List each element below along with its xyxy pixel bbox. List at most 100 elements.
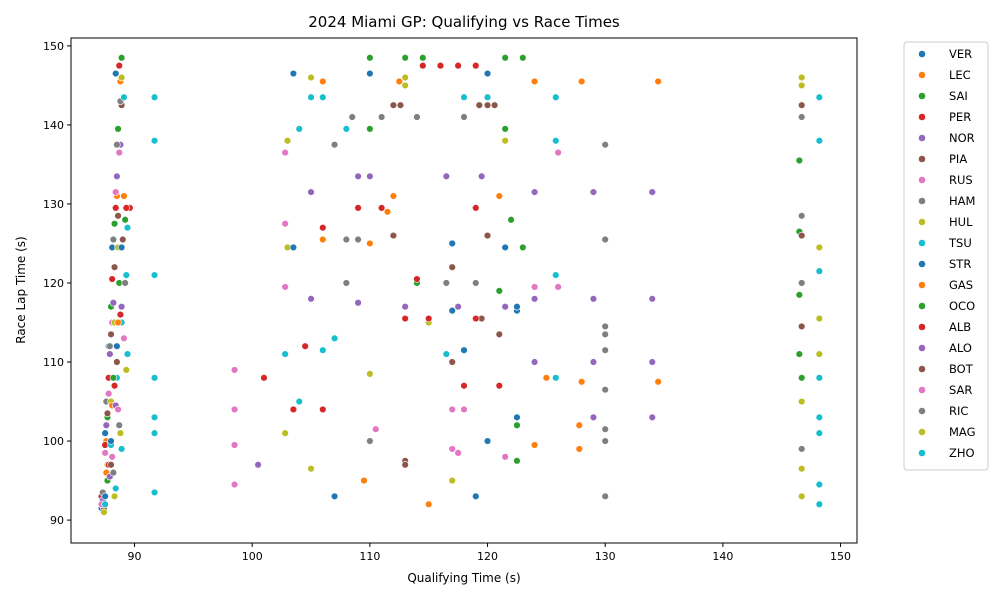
data-point xyxy=(330,334,339,343)
data-point xyxy=(530,441,539,449)
legend-item-rus: RUS xyxy=(918,173,973,187)
data-point xyxy=(460,405,468,414)
data-point xyxy=(448,445,456,453)
legend-label: PIA xyxy=(949,152,967,166)
data-point xyxy=(542,374,551,382)
legend-item-ric: RIC xyxy=(918,404,968,418)
data-point xyxy=(121,279,129,287)
data-point xyxy=(530,358,539,366)
data-point xyxy=(436,61,445,70)
legend-item-alb: ALB xyxy=(918,320,971,334)
data-point xyxy=(110,220,119,228)
legend-item-sar: SAR xyxy=(918,383,972,397)
data-point xyxy=(815,480,824,489)
data-point xyxy=(419,61,427,70)
data-point xyxy=(114,318,122,327)
data-point xyxy=(490,101,499,109)
data-point xyxy=(150,137,159,145)
data-point xyxy=(530,77,539,86)
legend-marker xyxy=(918,71,926,79)
legend-item-zho: ZHO xyxy=(918,446,975,460)
data-point xyxy=(366,172,374,181)
data-point xyxy=(401,314,409,323)
data-point xyxy=(472,492,480,501)
data-point xyxy=(815,413,824,422)
data-point xyxy=(507,216,515,224)
data-point xyxy=(101,500,109,508)
x-tick-label: 150 xyxy=(830,550,851,563)
data-point xyxy=(319,223,327,232)
points-layer xyxy=(97,54,824,516)
data-point xyxy=(460,346,468,354)
data-point xyxy=(281,350,289,358)
data-point xyxy=(501,125,509,133)
data-point xyxy=(281,148,289,157)
data-point xyxy=(366,125,374,133)
legend-item-gas: GAS xyxy=(918,278,973,292)
data-point xyxy=(797,465,806,473)
data-point xyxy=(454,303,462,311)
legend-label: TSU xyxy=(948,236,972,250)
data-point xyxy=(107,437,115,445)
legend-item-ham: HAM xyxy=(918,194,975,208)
data-point xyxy=(117,243,126,252)
y-axis-label: Race Lap Time (s) xyxy=(14,236,28,344)
data-point xyxy=(109,468,118,477)
data-point xyxy=(648,358,656,366)
data-point xyxy=(519,54,527,62)
legend-label: PER xyxy=(949,110,971,124)
data-point xyxy=(648,188,656,196)
data-point xyxy=(513,303,521,311)
x-axis-ticks: 90 100 110 120 130 140 150 xyxy=(128,543,851,563)
legend-marker xyxy=(918,323,926,331)
data-point xyxy=(797,279,806,287)
data-point xyxy=(815,500,824,508)
data-point xyxy=(289,69,298,78)
data-point xyxy=(797,113,806,121)
plot-frame xyxy=(70,37,858,544)
data-point xyxy=(815,429,824,437)
legend-item-mag: MAG xyxy=(918,425,976,439)
data-point xyxy=(342,235,351,244)
data-point xyxy=(442,279,451,287)
data-point xyxy=(448,405,456,414)
data-point xyxy=(319,93,327,101)
series-pia xyxy=(100,101,806,512)
data-point xyxy=(501,54,509,62)
data-point xyxy=(577,378,586,386)
legend-label: MAG xyxy=(949,425,976,439)
data-point xyxy=(601,437,609,445)
data-point xyxy=(797,374,806,382)
legend-item-alo: ALO xyxy=(918,341,972,355)
legend-item-ver: VER xyxy=(918,47,972,61)
data-point xyxy=(601,492,609,501)
data-point xyxy=(815,137,824,145)
data-point xyxy=(575,445,584,453)
legend-label: ZHO xyxy=(949,446,975,460)
series-mag xyxy=(110,366,806,501)
legend-label: HAM xyxy=(949,194,975,208)
data-point xyxy=(110,492,119,501)
legend: VER LEC SAI PER NOR PIA RUS HAM HUL TSU STR GAS OCO A… xyxy=(903,41,989,471)
data-point xyxy=(112,484,120,493)
legend-marker xyxy=(918,365,926,373)
data-point xyxy=(577,77,586,86)
data-point xyxy=(501,243,509,252)
data-point xyxy=(589,413,598,422)
data-point xyxy=(654,77,662,86)
data-point xyxy=(116,429,125,437)
data-point xyxy=(648,413,656,422)
legend-item-pia: PIA xyxy=(918,152,967,166)
data-point xyxy=(101,492,109,501)
data-point xyxy=(589,295,598,303)
data-point xyxy=(281,429,289,437)
data-point xyxy=(530,295,539,303)
data-point xyxy=(495,330,503,339)
data-point xyxy=(342,125,351,133)
data-point xyxy=(552,374,560,382)
legend-item-str: STR xyxy=(918,257,971,271)
data-point xyxy=(448,306,456,315)
data-point xyxy=(401,461,409,469)
data-point xyxy=(307,73,315,82)
